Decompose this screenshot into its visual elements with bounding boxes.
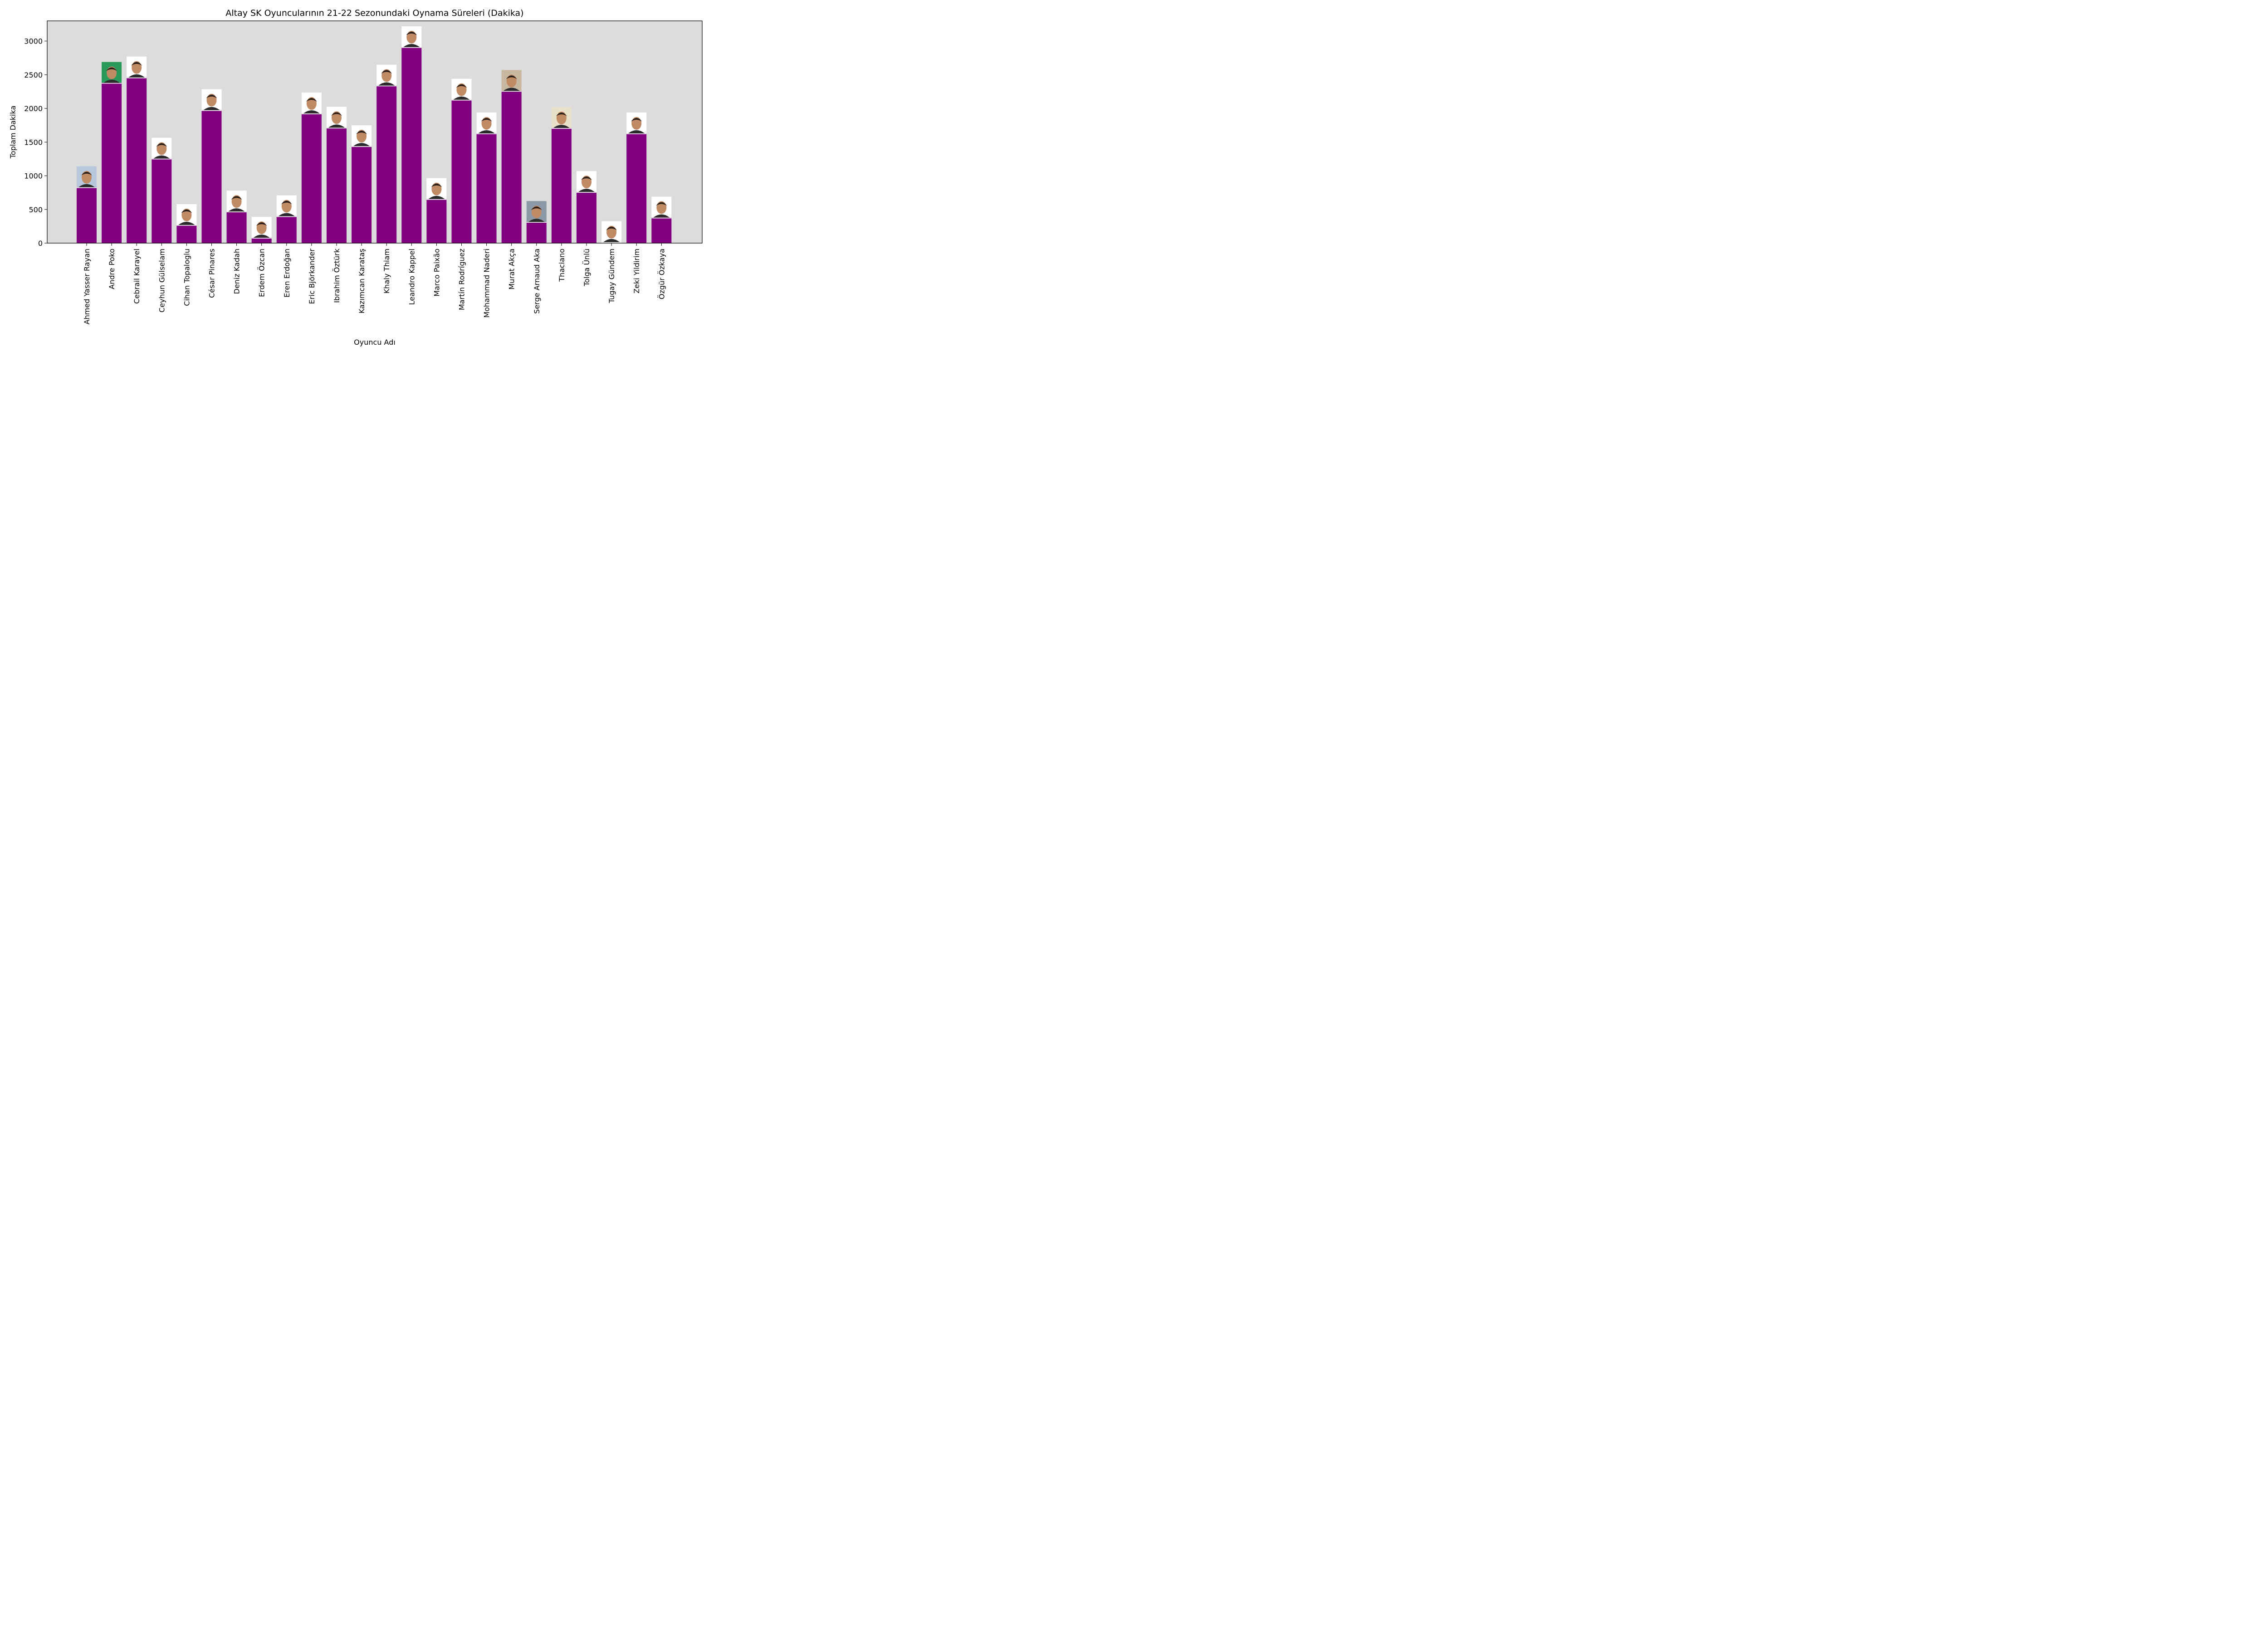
bar (577, 192, 596, 243)
x-axis: Ahmed Yasser Rayan Andre Poko Cebrail Kara… (83, 243, 666, 324)
player-photo (526, 201, 547, 223)
bar (551, 128, 572, 243)
bar (352, 146, 372, 243)
bar (651, 217, 672, 243)
bar (226, 211, 247, 243)
bar (127, 77, 147, 243)
bar (201, 110, 222, 243)
bar (401, 47, 422, 243)
x-tick-label: Marco Paixão (432, 249, 441, 297)
bar (77, 187, 97, 243)
x-tick-label: Cebrail Karayel (132, 249, 141, 304)
player-photo (401, 26, 422, 48)
y-tick-label: 0 (38, 239, 43, 248)
y-tick-label: 2500 (24, 71, 43, 79)
y-tick-label: 1000 (24, 172, 43, 181)
bar (152, 158, 172, 243)
x-tick-label: Khaly Thiam (382, 249, 391, 293)
player-photo (77, 166, 97, 188)
player-photo (327, 107, 347, 129)
bar (476, 133, 497, 243)
bar (526, 222, 547, 243)
bar (251, 238, 272, 243)
bar (327, 127, 347, 243)
x-tick-label: Andre Poko (108, 249, 116, 289)
player-photo (127, 56, 147, 78)
player-photo (577, 171, 596, 193)
x-tick-label: Leandro Kappel (407, 249, 416, 305)
bar (501, 91, 522, 243)
player-photo (276, 195, 297, 217)
player-photo (451, 78, 472, 101)
player-photo (551, 107, 572, 129)
player-photo (376, 64, 397, 87)
bar-chart: Altay SK Oyuncularının 21-22 Sezonundaki… (9, 8, 703, 347)
bar (102, 83, 122, 243)
x-tick-label: Ceyhun Gülselam (157, 249, 166, 313)
x-tick-label: Deniz Kadah (233, 249, 241, 294)
player-photo (601, 221, 622, 243)
bar (376, 85, 397, 243)
x-tick-label: Tugay Gündem (607, 249, 616, 303)
x-tick-label: César Pinares (208, 249, 216, 298)
bar (626, 133, 647, 243)
x-tick-label: Ibrahim Öztürk (332, 248, 341, 303)
x-tick-label: Eren Erdoğan (283, 249, 291, 298)
player-photo (651, 196, 672, 219)
y-tick-label: 500 (29, 205, 43, 214)
x-tick-label: Ahmed Yasser Rayan (83, 249, 91, 324)
bars-group (77, 47, 672, 243)
bar (426, 199, 447, 243)
x-tick-label: Thaciano (557, 249, 566, 282)
player-photos-group (77, 26, 672, 243)
y-axis-label: Toplam Dakika (9, 106, 17, 159)
bar (451, 99, 472, 243)
player-photo (626, 112, 647, 134)
x-tick-label: Cihan Topaloglu (182, 249, 191, 306)
x-tick-label: Serge Arnaud Aka (533, 249, 541, 314)
player-photo (226, 191, 247, 212)
bar (301, 113, 322, 243)
player-photo (426, 178, 447, 200)
chart-title: Altay SK Oyuncularının 21-22 Sezonundaki… (225, 8, 523, 18)
x-tick-label: Mohammad Naderi (483, 249, 491, 318)
x-tick-label: Zeki Yildirim (632, 249, 641, 293)
x-tick-label: Eric Björkander (308, 249, 316, 304)
player-photo (352, 125, 372, 147)
x-tick-label: Özgür Özkaya (657, 249, 666, 299)
x-axis-label: Oyuncu Adı (354, 338, 396, 347)
player-photo (201, 89, 222, 111)
y-tick-label: 3000 (24, 37, 43, 46)
player-photo (176, 204, 197, 226)
player-photo (301, 93, 322, 114)
x-tick-label: Martín Rodríguez (458, 249, 466, 310)
x-tick-label: Tolga Ünlü (582, 249, 591, 287)
y-tick-label: 1500 (24, 138, 43, 147)
y-axis: 0 500 1000 1500 2000 2500 3000 (24, 37, 47, 248)
x-tick-label: Kazımcan Karataş (357, 249, 366, 313)
bar (176, 225, 197, 243)
x-tick-label: Erdem Özcan (258, 249, 266, 297)
x-tick-label: Murat Akça (508, 249, 516, 290)
player-photo (501, 70, 522, 92)
plot-frame (47, 20, 703, 244)
y-tick-label: 2000 (24, 104, 43, 113)
player-photo (152, 137, 172, 160)
bar (276, 216, 297, 243)
player-photo (251, 217, 272, 239)
player-photo (476, 112, 497, 134)
player-photo (102, 62, 122, 84)
